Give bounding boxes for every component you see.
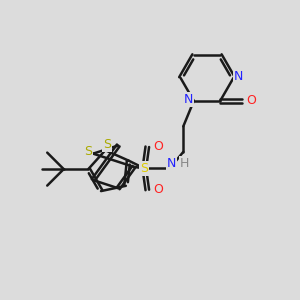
Text: O: O — [246, 94, 256, 107]
Text: H: H — [180, 158, 190, 170]
Text: S: S — [84, 145, 92, 158]
Text: N: N — [234, 70, 244, 83]
Text: O: O — [153, 184, 163, 196]
Text: S: S — [103, 138, 111, 151]
Text: N: N — [184, 93, 193, 106]
Text: O: O — [153, 140, 163, 153]
Text: S: S — [140, 162, 148, 175]
Text: N: N — [167, 158, 176, 170]
